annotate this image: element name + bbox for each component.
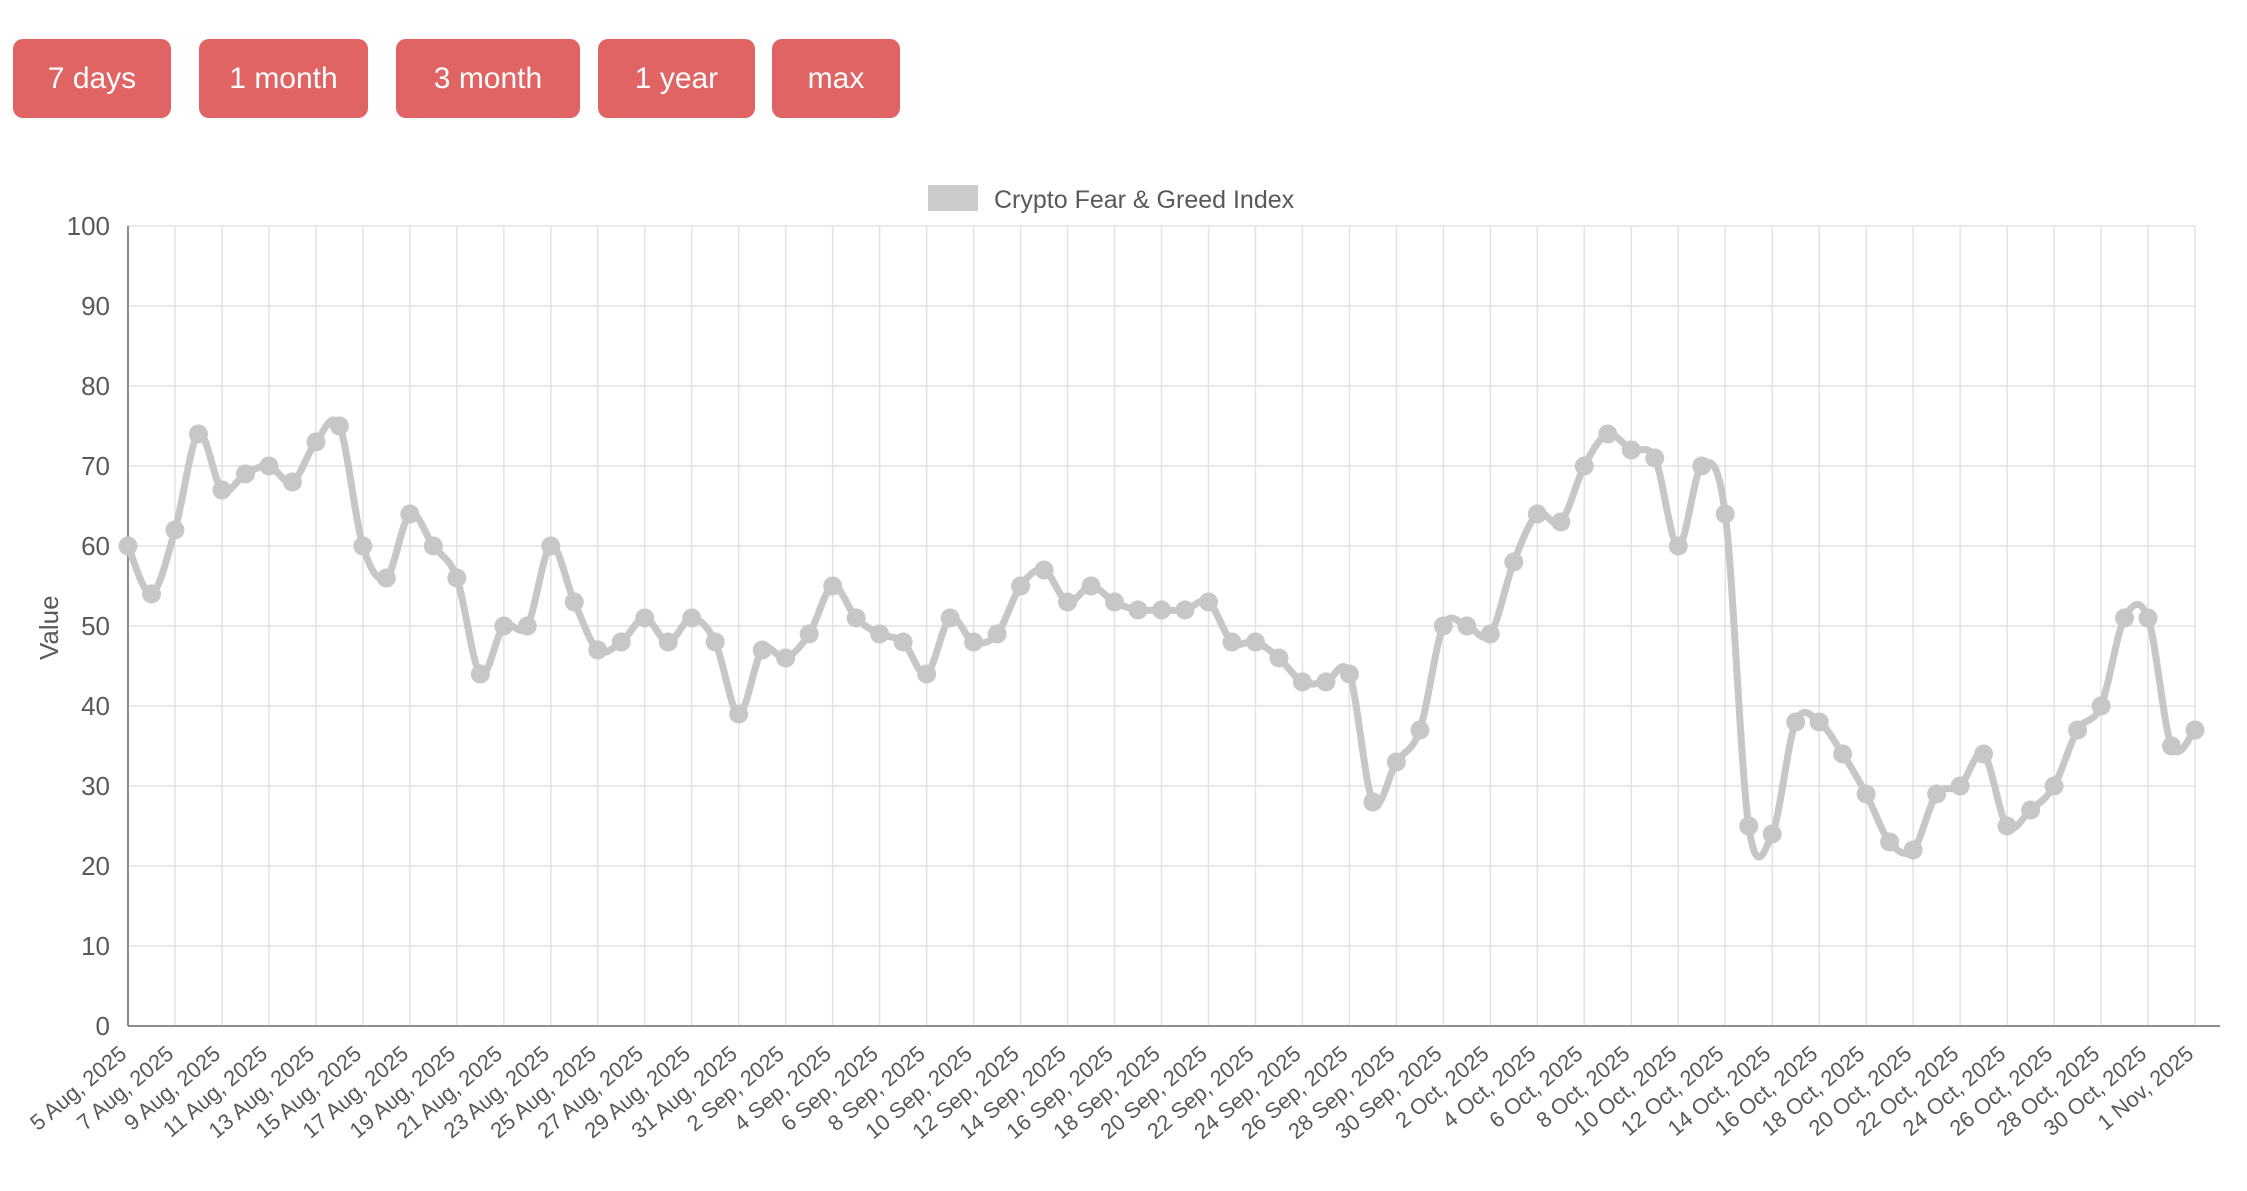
- svg-text:70: 70: [81, 451, 110, 481]
- svg-text:50: 50: [81, 611, 110, 641]
- svg-text:10: 10: [81, 931, 110, 961]
- svg-text:60: 60: [81, 531, 110, 561]
- svg-text:40: 40: [81, 691, 110, 721]
- svg-text:90: 90: [81, 291, 110, 321]
- svg-text:100: 100: [67, 211, 110, 241]
- svg-text:80: 80: [81, 371, 110, 401]
- svg-text:20: 20: [81, 851, 110, 881]
- svg-text:30: 30: [81, 771, 110, 801]
- svg-text:0: 0: [96, 1011, 110, 1041]
